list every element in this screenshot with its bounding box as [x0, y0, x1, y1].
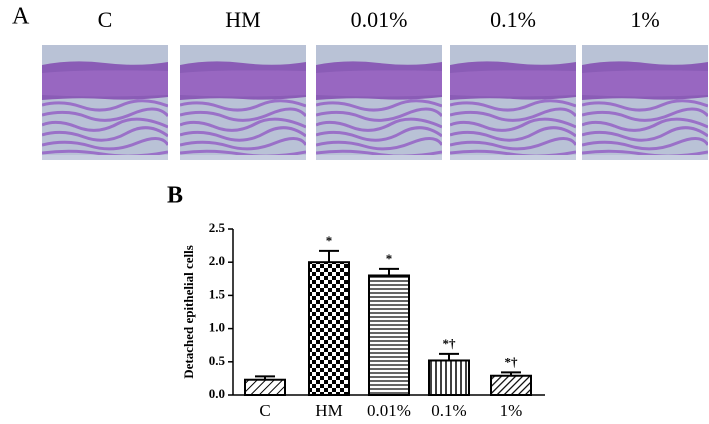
bar [308, 261, 350, 397]
significance-mark: * [326, 233, 333, 248]
y-tick-label: 2.0 [209, 253, 225, 268]
y-tick-label: 0.0 [209, 386, 225, 401]
image-label: 0.01% [351, 7, 408, 32]
y-tick-label: 0.5 [209, 353, 226, 368]
panel-label: B [167, 183, 183, 209]
histology-image [42, 45, 168, 160]
x-tick-label: C [259, 401, 270, 420]
x-tick-label: HM [315, 401, 342, 420]
y-axis-label: Detached epithelial cells [181, 245, 196, 379]
significance-mark: *† [443, 336, 457, 351]
y-tick-label: 1.5 [209, 286, 226, 301]
image-label: 1% [630, 7, 659, 32]
image-label: C [98, 7, 113, 32]
bar [428, 359, 470, 396]
bar [490, 374, 532, 396]
histology-image [316, 45, 442, 160]
histology-image [582, 45, 708, 160]
bar [244, 378, 286, 396]
significance-mark: * [386, 251, 393, 266]
y-tick-label: 2.5 [209, 220, 226, 235]
histology-image [180, 45, 306, 160]
histology-image [450, 45, 576, 160]
x-tick-label: 1% [500, 401, 523, 420]
panel-label: A [12, 4, 30, 30]
y-tick-label: 1.0 [209, 320, 225, 335]
image-label: HM [225, 7, 260, 32]
image-row [42, 45, 708, 160]
image-label: 0.1% [490, 7, 536, 32]
x-tick-label: 0.01% [367, 401, 411, 420]
bar [368, 274, 410, 397]
x-tick-label: 0.1% [431, 401, 466, 420]
significance-mark: *† [505, 354, 519, 369]
